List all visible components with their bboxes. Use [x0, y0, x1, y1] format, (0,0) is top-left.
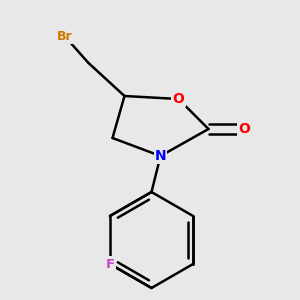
Text: O: O — [172, 92, 184, 106]
Text: N: N — [155, 149, 166, 163]
Text: F: F — [105, 257, 115, 271]
Text: O: O — [238, 122, 250, 136]
Text: Br: Br — [57, 29, 72, 43]
